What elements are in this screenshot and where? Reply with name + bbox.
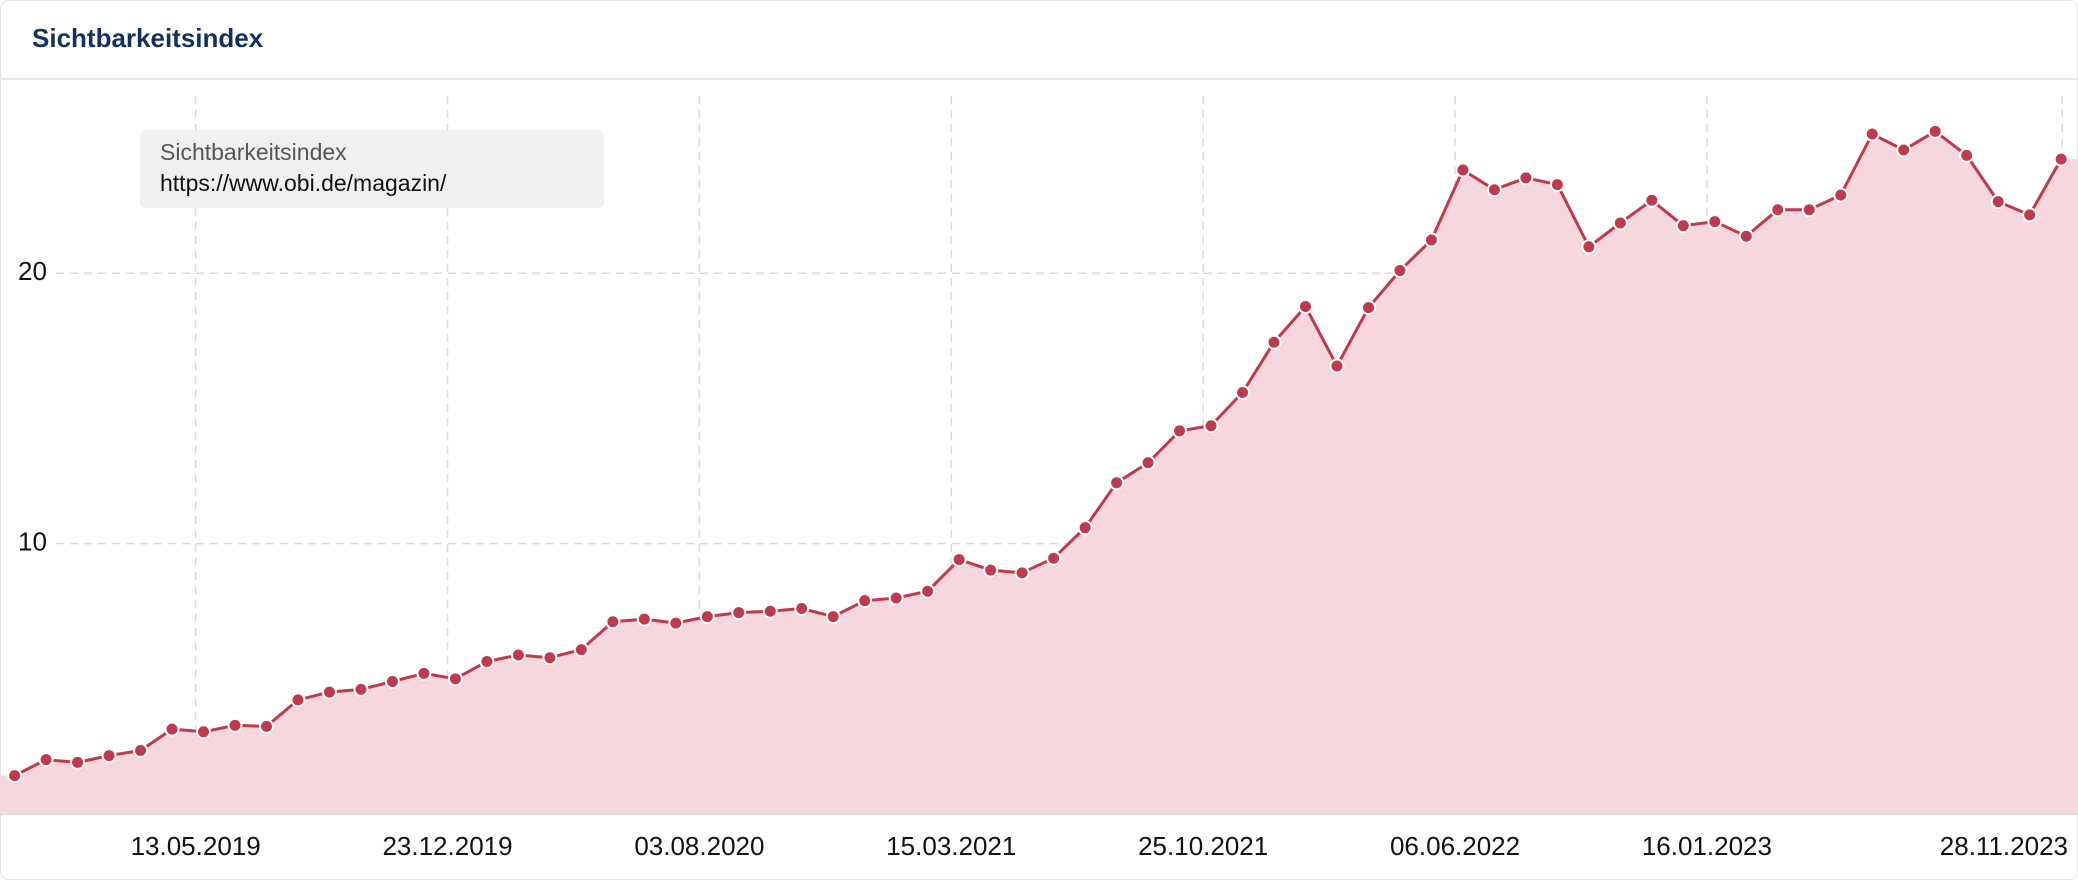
data-point <box>38 752 54 768</box>
x-tick-label: 13.05.2019 <box>131 831 261 861</box>
data-point <box>1644 192 1660 208</box>
data-point <box>384 674 400 690</box>
legend-box <box>140 130 604 208</box>
data-point <box>951 552 967 568</box>
data-point <box>479 654 495 670</box>
area-fill <box>0 131 2078 815</box>
data-point <box>1455 162 1471 178</box>
y-tick-label: 20 <box>18 256 47 286</box>
data-point <box>258 718 274 734</box>
data-point <box>1392 263 1408 279</box>
data-point <box>1360 300 1376 316</box>
data-point <box>1046 550 1062 566</box>
data-point <box>668 615 684 631</box>
data-point <box>1990 194 2006 210</box>
plot: 10 20 13.05.2019 23.12.2019 03.08.2020 15.03.… <box>0 96 2078 861</box>
data-point <box>762 603 778 619</box>
data-point <box>227 717 243 733</box>
data-point <box>699 609 715 625</box>
data-point <box>290 692 306 708</box>
data-point <box>1486 182 1502 198</box>
data-point <box>164 721 180 737</box>
data-point <box>2053 151 2069 167</box>
data-point <box>1140 455 1156 471</box>
data-point <box>1266 334 1282 350</box>
data-point <box>1329 358 1345 374</box>
data-point <box>1077 520 1093 536</box>
data-point <box>321 684 337 700</box>
data-point <box>983 562 999 578</box>
data-point <box>1203 418 1219 434</box>
data-point <box>1297 299 1313 315</box>
data-point <box>1612 215 1628 231</box>
x-tick-label: 23.12.2019 <box>382 831 512 861</box>
data-point <box>1770 202 1786 218</box>
x-tick-label: 25.10.2021 <box>1138 831 1268 861</box>
data-point <box>101 748 117 764</box>
data-point <box>510 647 526 663</box>
data-point <box>857 593 873 609</box>
data-point <box>447 671 463 687</box>
data-point <box>1959 147 1975 163</box>
data-point <box>1801 202 1817 218</box>
data-point <box>353 681 369 697</box>
legend-entry: https://www.obi.de/magazin/ <box>160 170 447 196</box>
data-point <box>1109 475 1125 491</box>
data-point <box>1235 384 1251 400</box>
data-point <box>888 590 904 606</box>
data-point <box>2022 207 2038 223</box>
x-tick-label: 16.01.2023 <box>1642 831 1772 861</box>
data-point <box>920 583 936 599</box>
data-point <box>1172 423 1188 439</box>
data-point <box>1423 232 1439 248</box>
data-point <box>1864 126 1880 142</box>
data-point <box>133 742 149 758</box>
x-tick-label: 28.11.2023 <box>1940 831 2068 861</box>
data-point <box>542 650 558 666</box>
data-point <box>1549 177 1565 193</box>
data-point <box>196 724 212 740</box>
x-tick-label: 15.03.2021 <box>886 831 1016 861</box>
y-tick-label: 10 <box>18 527 47 557</box>
data-point <box>1927 123 1943 139</box>
data-point <box>825 609 841 625</box>
data-point <box>1581 239 1597 255</box>
data-point <box>794 601 810 617</box>
data-point <box>605 614 621 630</box>
data-point <box>1675 218 1691 234</box>
data-point <box>1738 228 1754 244</box>
data-point <box>1896 142 1912 158</box>
data-point <box>1014 565 1030 581</box>
data-point <box>7 768 23 784</box>
data-point <box>70 754 86 770</box>
data-point <box>1707 214 1723 230</box>
data-point <box>1518 170 1534 186</box>
chart-title: Sichtbarkeitsindex <box>32 23 264 53</box>
data-point <box>731 605 747 621</box>
data-point <box>1833 187 1849 203</box>
data-point <box>573 642 589 658</box>
x-tick-label: 06.06.2022 <box>1390 831 1520 861</box>
x-tick-label: 03.08.2020 <box>634 831 764 861</box>
data-point <box>636 611 652 627</box>
legend-title: Sichtbarkeitsindex <box>160 139 347 165</box>
data-point <box>416 665 432 681</box>
